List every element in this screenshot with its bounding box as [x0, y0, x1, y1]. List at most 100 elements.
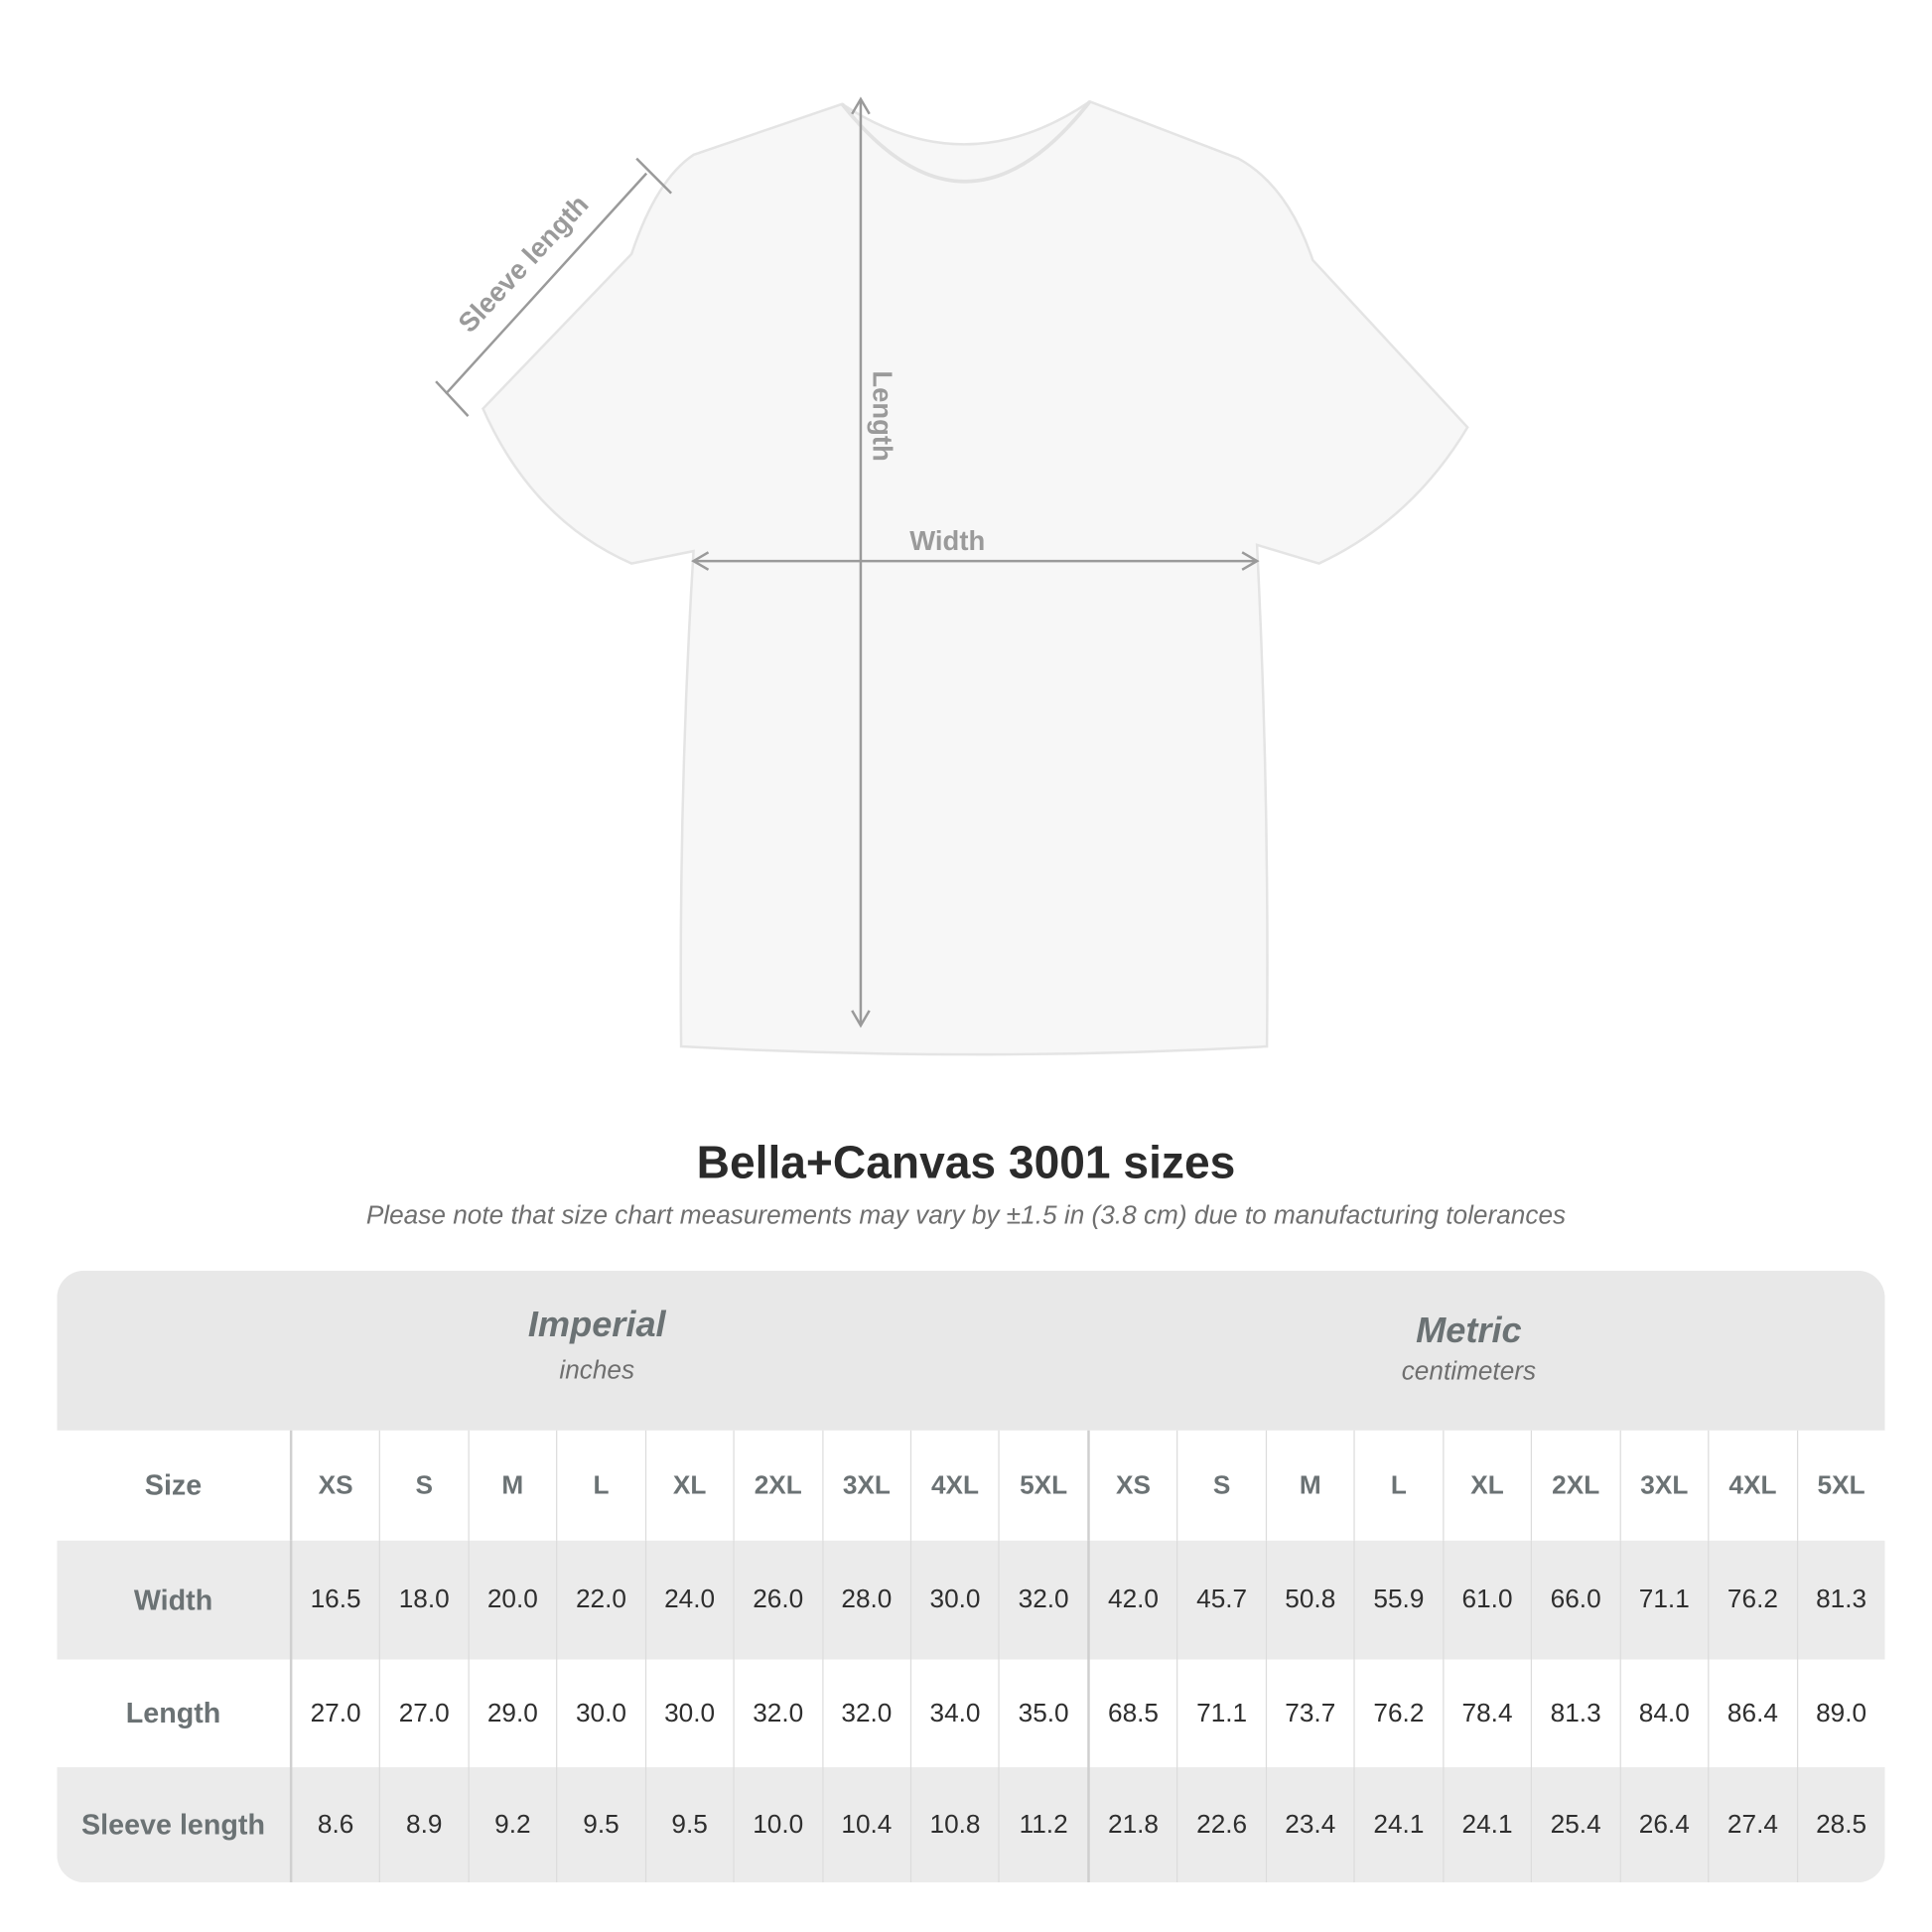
imperial-value-cell: 10.8: [909, 1767, 1000, 1883]
row-label: Length: [57, 1659, 293, 1768]
size-grid: Size XS S M L XL 2XL 3XL 4XL 5XL XS S M L XL 2XL 3XL 4XL 5…: [57, 1430, 1885, 1883]
metric-value-cell: 24.1: [1442, 1767, 1532, 1883]
imperial-value-cell: 9.5: [644, 1767, 735, 1883]
metric-value-cell: 66.0: [1530, 1540, 1620, 1660]
tshirt-image: [482, 99, 1469, 1056]
size-label: Size: [57, 1430, 293, 1541]
imperial-value-cell: 9.2: [468, 1767, 557, 1883]
imperial-value-cell: 34.0: [909, 1659, 1000, 1768]
imperial-value-cell: 32.0: [733, 1659, 823, 1768]
chart-title: Bella+Canvas 3001 sizes: [696, 1137, 1236, 1188]
metric-value-cell: 45.7: [1176, 1540, 1267, 1660]
tshirt-diagram: Sleeve length Length Width: [435, 96, 1469, 1056]
length-arrowhead-top: [851, 96, 871, 115]
length-arrowhead-bottom: [851, 1010, 871, 1029]
imperial-value-cell: 29.0: [468, 1659, 557, 1768]
imperial-unit: inches: [559, 1355, 635, 1385]
metric-value-cell: 78.4: [1442, 1659, 1532, 1768]
metric-value-cell: 50.8: [1265, 1540, 1355, 1660]
tshirt-collar: [840, 100, 1092, 184]
metric-unit: centimeters: [1401, 1357, 1537, 1386]
imperial-size-m: M: [468, 1430, 557, 1541]
imperial-value-cell: 16.5: [290, 1540, 380, 1660]
imperial-size-xl: XL: [644, 1430, 735, 1541]
metric-value-cell: 71.1: [1619, 1540, 1709, 1660]
imperial-value-cell: 32.0: [821, 1659, 911, 1768]
metric-value-cell: 86.4: [1708, 1659, 1797, 1768]
imperial-value-cell: 8.9: [379, 1767, 469, 1883]
imperial-size-xs: XS: [290, 1430, 380, 1541]
imperial-size-3xl: 3XL: [821, 1430, 911, 1541]
metric-header: Metric centimeters: [1160, 1311, 1779, 1387]
imperial-size-2xl: 2XL: [733, 1430, 823, 1541]
metric-value-cell: 89.0: [1796, 1659, 1885, 1768]
imperial-value-cell: 20.0: [468, 1540, 557, 1660]
metric-size-4xl: 4XL: [1708, 1430, 1797, 1541]
metric-value-cell: 76.2: [1353, 1659, 1444, 1768]
metric-size-xl: XL: [1442, 1430, 1532, 1541]
size-header-row: Size XS S M L XL 2XL 3XL 4XL 5XL XS S M L XL 2XL 3XL 4XL 5…: [57, 1430, 1885, 1541]
metric-value-cell: 68.5: [1087, 1659, 1178, 1768]
imperial-value-cell: 32.0: [998, 1540, 1090, 1660]
metric-value-cell: 23.4: [1265, 1767, 1355, 1883]
imperial-value-cell: 24.0: [644, 1540, 735, 1660]
metric-value-cell: 55.9: [1353, 1540, 1444, 1660]
metric-size-l: L: [1353, 1430, 1444, 1541]
table-row: Length 27.0 27.0 29.0 30.0 30.0 32.0 32.0 34.0 35…: [57, 1659, 1885, 1768]
imperial-value-cell: 30.0: [556, 1659, 646, 1768]
metric-size-xs: XS: [1087, 1430, 1178, 1541]
metric-value-cell: 61.0: [1442, 1540, 1532, 1660]
row-label: Width: [57, 1540, 293, 1660]
table-row: Sleeve length 8.6 8.9 9.2 9.5 9.5 10.0 10.4 10.8…: [57, 1767, 1885, 1883]
header-band: [57, 1270, 1885, 1431]
sleeve-tick-start: [435, 380, 470, 417]
metric-value-cell: 81.3: [1796, 1540, 1885, 1660]
metric-value-cell: 71.1: [1176, 1659, 1267, 1768]
width-label: Width: [909, 525, 985, 556]
imperial-value-cell: 30.0: [909, 1540, 1000, 1660]
metric-value-cell: 28.5: [1796, 1767, 1885, 1883]
metric-value-cell: 26.4: [1619, 1767, 1709, 1883]
metric-value-cell: 73.7: [1265, 1659, 1355, 1768]
tolerance-note: Please note that size chart measurements…: [365, 1200, 1567, 1230]
imperial-value-cell: 27.0: [379, 1659, 469, 1768]
imperial-value-cell: 28.0: [821, 1540, 911, 1660]
imperial-title: Imperial: [527, 1305, 666, 1345]
metric-value-cell: 27.4: [1708, 1767, 1797, 1883]
imperial-size-l: L: [556, 1430, 646, 1541]
metric-value-cell: 24.1: [1353, 1767, 1444, 1883]
metric-size-2xl: 2XL: [1530, 1430, 1620, 1541]
sleeve-tick-end: [635, 157, 672, 195]
metric-size-3xl: 3XL: [1619, 1430, 1709, 1541]
row-label: Sleeve length: [57, 1767, 293, 1883]
imperial-value-cell: 10.0: [733, 1767, 823, 1883]
imperial-size-5xl: 5XL: [998, 1430, 1090, 1541]
width-arrowhead-right: [1241, 551, 1260, 571]
size-table: Imperial inches Metric centimeters Size X…: [57, 1270, 1885, 1883]
imperial-header: Imperial inches: [287, 1306, 906, 1386]
imperial-value-cell: 8.6: [290, 1767, 380, 1883]
imperial-size-s: S: [379, 1430, 469, 1541]
imperial-size-4xl: 4XL: [909, 1430, 1000, 1541]
metric-value-cell: 76.2: [1708, 1540, 1797, 1660]
metric-size-m: M: [1265, 1430, 1355, 1541]
metric-value-cell: 25.4: [1530, 1767, 1620, 1883]
imperial-value-cell: 11.2: [998, 1767, 1090, 1883]
imperial-value-cell: 10.4: [821, 1767, 911, 1883]
imperial-value-cell: 26.0: [733, 1540, 823, 1660]
imperial-value-cell: 9.5: [556, 1767, 646, 1883]
metric-size-s: S: [1176, 1430, 1267, 1541]
imperial-value-cell: 35.0: [998, 1659, 1090, 1768]
imperial-value-cell: 27.0: [290, 1659, 380, 1768]
metric-title: Metric: [1416, 1311, 1522, 1351]
width-arrowhead-left: [691, 551, 710, 571]
metric-value-cell: 42.0: [1087, 1540, 1178, 1660]
metric-value-cell: 84.0: [1619, 1659, 1709, 1768]
metric-value-cell: 21.8: [1087, 1767, 1178, 1883]
metric-value-cell: 22.6: [1176, 1767, 1267, 1883]
table-row: Width 16.5 18.0 20.0 22.0 24.0 26.0 28.0 30.0 32.…: [57, 1540, 1885, 1660]
imperial-value-cell: 30.0: [644, 1659, 735, 1768]
imperial-value-cell: 18.0: [379, 1540, 469, 1660]
sleeve-arrow: [445, 172, 648, 395]
